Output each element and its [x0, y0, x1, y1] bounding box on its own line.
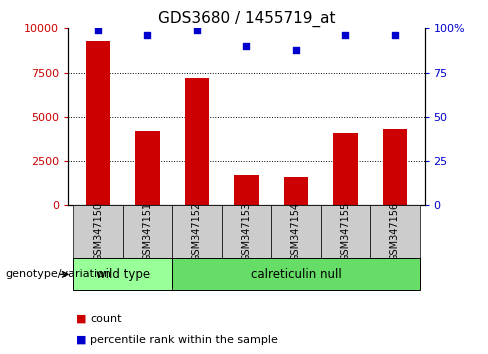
Bar — [135, 131, 160, 205]
Text: calreticulin null: calreticulin null — [250, 268, 341, 281]
Bar — [271, 205, 321, 258]
Point — [342, 33, 349, 38]
Point — [243, 43, 250, 49]
Bar — [370, 205, 420, 258]
Text: percentile rank within the sample: percentile rank within the sample — [90, 335, 278, 345]
Text: genotype/variation: genotype/variation — [5, 269, 111, 279]
Point — [143, 33, 151, 38]
Text: GSM347150: GSM347150 — [93, 202, 103, 262]
Bar — [123, 205, 172, 258]
Bar — [73, 258, 172, 290]
Text: ■: ■ — [76, 314, 86, 324]
Text: wild type: wild type — [96, 268, 150, 281]
Bar — [85, 41, 110, 205]
Point — [193, 27, 201, 33]
Point — [292, 47, 300, 52]
Bar — [234, 175, 259, 205]
Bar — [333, 133, 358, 205]
Text: GSM347151: GSM347151 — [142, 202, 152, 262]
Bar — [321, 205, 370, 258]
Bar — [73, 205, 123, 258]
Text: GSM347153: GSM347153 — [242, 202, 251, 262]
Text: GSM347154: GSM347154 — [291, 202, 301, 262]
Point — [391, 33, 399, 38]
Bar — [172, 205, 222, 258]
Point — [94, 27, 102, 33]
Bar — [172, 258, 420, 290]
Text: count: count — [90, 314, 122, 324]
Text: ■: ■ — [76, 335, 86, 345]
Title: GDS3680 / 1455719_at: GDS3680 / 1455719_at — [158, 11, 335, 27]
Bar — [383, 129, 407, 205]
Bar — [222, 205, 271, 258]
Text: GSM347152: GSM347152 — [192, 202, 202, 262]
Text: GSM347156: GSM347156 — [390, 202, 400, 262]
Text: GSM347155: GSM347155 — [341, 202, 350, 262]
Bar — [184, 78, 209, 205]
Bar — [284, 177, 308, 205]
